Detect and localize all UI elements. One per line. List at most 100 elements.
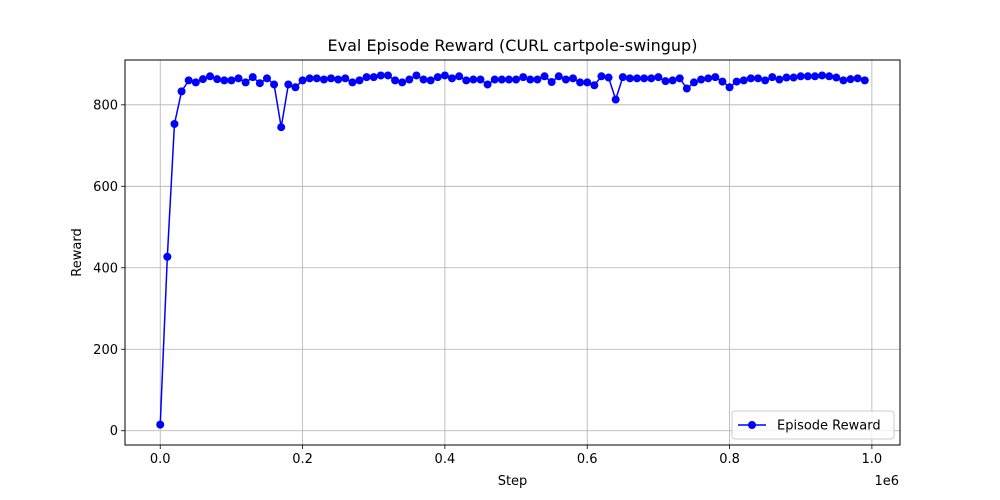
chart-title: Eval Episode Reward (CURL cartpole-swing…: [328, 36, 698, 55]
data-point: [462, 76, 471, 85]
data-point: [440, 71, 449, 80]
data-point: [839, 76, 848, 85]
data-point: [383, 71, 392, 80]
data-point: [277, 123, 286, 132]
data-point: [704, 74, 713, 83]
data-point: [398, 78, 407, 87]
data-point: [668, 76, 677, 85]
data-point: [718, 77, 727, 86]
data-point: [341, 74, 350, 83]
data-point: [227, 76, 236, 85]
data-point: [362, 73, 371, 82]
data-point: [654, 73, 663, 82]
data-point: [526, 75, 535, 84]
data-point: [561, 75, 570, 84]
data-point: [412, 71, 421, 80]
data-point: [198, 75, 207, 84]
data-point: [206, 72, 215, 81]
y-tick-label: 800: [93, 98, 118, 113]
x-axis-ticks: 0.0 0.2 0.4 0.6 0.8 1.0: [150, 445, 882, 467]
data-point: [746, 74, 755, 83]
data-point: [661, 77, 670, 86]
data-point: [448, 74, 457, 83]
data-point: [405, 75, 414, 84]
data-point: [711, 73, 720, 82]
plot-frame: [124, 59, 901, 446]
data-point: [625, 74, 634, 83]
data-point: [590, 81, 599, 90]
data-point: [291, 83, 300, 92]
y-axis-label: Reward: [70, 228, 85, 276]
data-point: [376, 71, 385, 80]
data-point: [675, 74, 684, 83]
legend-label-episode-reward: Episode Reward: [777, 419, 881, 434]
y-tick-label: 400: [93, 261, 118, 276]
y-tick-label: 600: [93, 180, 118, 195]
data-point: [234, 74, 243, 83]
data-point: [419, 75, 428, 84]
data-point: [768, 73, 777, 82]
data-point: [775, 75, 784, 84]
data-point: [163, 252, 172, 261]
data-point: [597, 72, 606, 81]
data-point: [547, 78, 556, 86]
data-point: [640, 74, 649, 83]
data-point: [725, 83, 734, 92]
x-tick-label: 0.6: [577, 452, 598, 467]
data-point: [191, 78, 200, 87]
data-point: [490, 75, 499, 84]
data-point: [810, 72, 819, 81]
x-tick-label: 0.4: [435, 452, 456, 467]
data-point: [853, 74, 862, 83]
data-point: [682, 84, 691, 93]
x-tick-label: 0.8: [719, 452, 740, 467]
data-point: [832, 73, 841, 82]
data-point: [483, 80, 492, 89]
data-point: [818, 71, 827, 80]
data-point: [732, 77, 741, 86]
data-point: [262, 74, 271, 83]
legend-box: [731, 410, 895, 440]
data-point: [270, 80, 279, 89]
y-axis-ticks: 0 200 400 600 800: [93, 98, 125, 439]
data-point: [156, 420, 165, 429]
data-point: [220, 76, 229, 85]
data-point: [177, 87, 186, 96]
series-layer: [156, 71, 869, 429]
data-point: [348, 78, 357, 87]
data-point: [540, 72, 549, 81]
data-point: [298, 76, 307, 85]
data-point: [469, 75, 478, 84]
data-point: [327, 74, 336, 83]
data-point: [426, 76, 435, 85]
data-point: [568, 74, 577, 83]
y-tick-label: 0: [110, 424, 118, 439]
data-point: [504, 75, 513, 84]
data-point: [754, 74, 763, 83]
data-point: [319, 75, 328, 84]
data-point: [241, 78, 250, 87]
data-point: [554, 72, 563, 81]
legend-marker-swatch: [748, 421, 756, 429]
x-tick-label: 0.2: [292, 452, 313, 467]
data-point: [391, 76, 400, 85]
data-point: [369, 73, 378, 82]
x-tick-label: 0.0: [150, 452, 171, 467]
y-tick-label: 200: [93, 343, 118, 358]
data-point: [697, 75, 706, 84]
data-point: [647, 74, 656, 83]
data-point: [789, 73, 798, 82]
data-point: [533, 75, 542, 84]
data-point: [633, 74, 642, 83]
data-point: [334, 75, 343, 84]
data-point: [248, 73, 257, 82]
data-point: [618, 73, 627, 82]
data-point: [213, 75, 222, 84]
data-point: [761, 76, 770, 85]
x-axis-label: Step: [498, 474, 528, 489]
data-point: [803, 72, 812, 81]
data-point: [170, 119, 179, 128]
data-point: [476, 75, 485, 84]
data-point: [782, 73, 791, 82]
